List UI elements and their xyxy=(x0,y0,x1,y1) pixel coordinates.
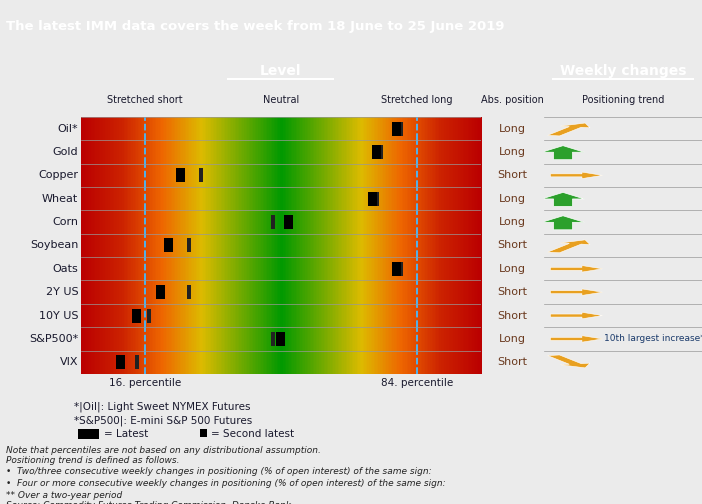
Bar xyxy=(187,238,190,253)
Bar xyxy=(399,121,403,136)
Bar xyxy=(78,429,99,439)
Text: Long: Long xyxy=(499,264,526,274)
Bar xyxy=(147,308,150,323)
Text: Positioning trend: Positioning trend xyxy=(582,95,664,105)
Text: Wheat: Wheat xyxy=(42,194,79,204)
Text: Positioning trend is defined as follows.: Positioning trend is defined as follows. xyxy=(6,457,179,465)
Text: Long: Long xyxy=(499,147,526,157)
Bar xyxy=(379,145,383,159)
Text: Short: Short xyxy=(498,170,527,180)
Text: *|Oil|: Light Sweet NYMEX Futures: *|Oil|: Light Sweet NYMEX Futures xyxy=(74,402,250,412)
Text: Note that percentiles are not based on any distributional assumption.: Note that percentiles are not based on a… xyxy=(6,446,321,455)
Text: •  Four or more consecutive weekly changes in positioning (% of open interest) o: • Four or more consecutive weekly change… xyxy=(6,479,445,488)
Text: VIX: VIX xyxy=(60,357,79,367)
Text: *S&P500|: E-mini S&P 500 Futures: *S&P500|: E-mini S&P 500 Futures xyxy=(74,416,252,426)
Text: Long: Long xyxy=(499,217,526,227)
Bar xyxy=(200,429,207,437)
Bar xyxy=(284,215,293,229)
Text: Corn: Corn xyxy=(53,217,79,227)
Text: = Second latest: = Second latest xyxy=(211,429,294,439)
FancyArrow shape xyxy=(548,123,590,136)
Text: 84. percentile: 84. percentile xyxy=(380,378,453,388)
FancyArrow shape xyxy=(550,266,602,272)
Text: Long: Long xyxy=(499,334,526,344)
Text: Oil*: Oil* xyxy=(58,123,79,134)
Text: Gold: Gold xyxy=(53,147,79,157)
Text: 16. percentile: 16. percentile xyxy=(109,378,181,388)
Text: Short: Short xyxy=(498,240,527,250)
FancyArrow shape xyxy=(542,216,584,230)
Text: Weekly changes: Weekly changes xyxy=(559,64,687,78)
Bar xyxy=(373,145,381,159)
FancyArrow shape xyxy=(550,172,602,178)
FancyArrow shape xyxy=(542,146,584,160)
Bar xyxy=(369,192,377,206)
Bar xyxy=(187,285,190,299)
Bar xyxy=(392,262,402,276)
Bar xyxy=(399,262,403,276)
Text: Source: Commodity Futures Trading Commission, Danske Bank: Source: Commodity Futures Trading Commis… xyxy=(6,501,291,504)
Text: Short: Short xyxy=(498,310,527,321)
FancyArrow shape xyxy=(550,289,602,295)
FancyArrow shape xyxy=(548,355,590,368)
Bar xyxy=(392,121,402,136)
Bar xyxy=(176,168,185,182)
Text: The latest IMM data covers the week from 18 June to 25 June 2019: The latest IMM data covers the week from… xyxy=(6,20,504,33)
Text: Stretched short: Stretched short xyxy=(107,95,183,105)
Text: 10th largest increase**: 10th largest increase** xyxy=(604,335,702,343)
Text: 2Y US: 2Y US xyxy=(46,287,79,297)
FancyArrow shape xyxy=(542,193,584,207)
Bar xyxy=(277,332,285,346)
Bar xyxy=(117,355,125,369)
Text: S&P500*: S&P500* xyxy=(29,334,79,344)
Bar xyxy=(375,192,378,206)
Text: Oats: Oats xyxy=(53,264,79,274)
Text: ** Over a two-year period: ** Over a two-year period xyxy=(6,491,122,500)
FancyArrow shape xyxy=(548,240,590,253)
Text: Level: Level xyxy=(260,64,302,78)
Text: Short: Short xyxy=(498,287,527,297)
Text: Long: Long xyxy=(499,194,526,204)
Text: Abs. position: Abs. position xyxy=(481,95,544,105)
Text: Copper: Copper xyxy=(39,170,79,180)
Text: Long: Long xyxy=(499,123,526,134)
Bar xyxy=(199,168,203,182)
Bar xyxy=(271,215,274,229)
FancyArrow shape xyxy=(550,336,602,342)
Text: Soybean: Soybean xyxy=(30,240,79,250)
Text: = Latest: = Latest xyxy=(104,429,148,439)
FancyArrow shape xyxy=(550,312,602,319)
Text: •  Two/three consecutive weekly changes in positioning (% of open interest) of t: • Two/three consecutive weekly changes i… xyxy=(6,467,431,476)
Bar xyxy=(133,308,141,323)
Text: Short: Short xyxy=(498,357,527,367)
Text: 10Y US: 10Y US xyxy=(39,310,79,321)
Bar xyxy=(164,238,173,253)
Text: Neutral: Neutral xyxy=(263,95,299,105)
Text: Stretched long: Stretched long xyxy=(381,95,453,105)
Bar xyxy=(135,355,138,369)
Bar xyxy=(157,285,165,299)
Bar xyxy=(271,332,274,346)
